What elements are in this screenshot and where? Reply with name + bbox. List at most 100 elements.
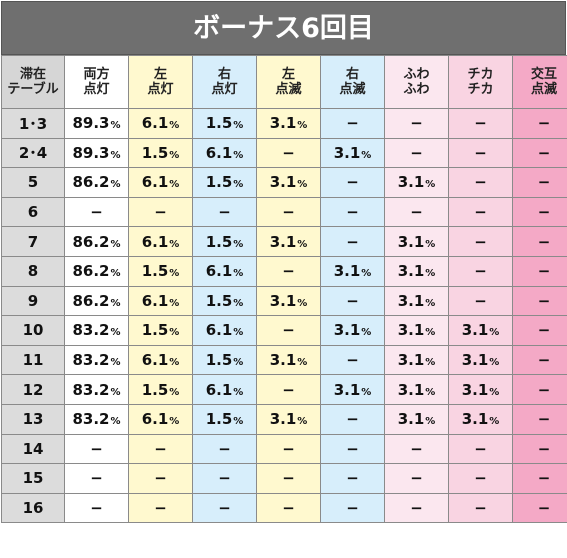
probability-cell: −: [256, 374, 321, 405]
dash-mark: −: [474, 114, 487, 133]
probability-cell: 3.1%: [384, 167, 449, 198]
column-header-line: 点滅: [530, 82, 557, 97]
probability-cell: 83.2%: [64, 315, 129, 346]
probability-cell: −: [448, 137, 513, 169]
probability-cell: 3.1%: [448, 344, 513, 376]
probability-value: 6.1: [141, 410, 169, 429]
probability-value: 3.1: [461, 321, 489, 340]
probability-cell: −: [128, 196, 193, 228]
table-row: 15 − − − − − − − −: [1, 463, 567, 494]
probability-cell: −: [384, 463, 449, 494]
probability-cell: 3.1%: [320, 137, 385, 169]
stay-table-cell: 15: [1, 463, 65, 494]
percent-sign: %: [169, 357, 180, 369]
dash-mark: −: [218, 499, 231, 518]
dash-mark: −: [282, 499, 295, 518]
probability-cell: −: [64, 463, 129, 494]
probability-cell: −: [192, 463, 257, 494]
probability-value: 3.1: [461, 351, 489, 370]
probability-cell: 3.1%: [384, 255, 449, 287]
dash-mark: −: [282, 143, 295, 162]
dash-mark: −: [90, 439, 103, 458]
probability-cell: −: [448, 255, 513, 287]
probability-value: 89.3: [72, 114, 110, 133]
column-header: 滞在 テーブル: [1, 55, 65, 109]
probability-cell: 3.1%: [384, 403, 449, 435]
percent-sign: %: [169, 386, 180, 398]
probability-cell: 3.1%: [320, 315, 385, 346]
table-row: 12 83.2% 1.5% 6.1% −3.1% 3.1% 3.1% −: [1, 374, 567, 405]
probability-cell: −: [128, 463, 193, 494]
probability-value: 3.1: [397, 321, 425, 340]
percent-sign: %: [233, 179, 244, 191]
dash-mark: −: [474, 173, 487, 192]
probability-cell: −: [256, 255, 321, 287]
percent-sign: %: [233, 238, 244, 250]
percent-sign: %: [169, 149, 180, 161]
percent-sign: %: [425, 268, 436, 280]
dash-mark: −: [537, 380, 551, 399]
probability-cell: −: [256, 137, 321, 169]
probability-value: 86.2: [72, 232, 110, 251]
probability-cell: 1.5%: [128, 374, 193, 405]
column-header-line: 両方: [83, 67, 110, 82]
probability-cell: 86.2%: [64, 167, 129, 198]
stay-table-cell: 5: [1, 167, 65, 198]
column-header-line: 左: [153, 67, 167, 82]
column-header: 交互 点滅: [512, 55, 567, 109]
probability-value: 3.1: [333, 262, 361, 281]
percent-sign: %: [361, 149, 372, 161]
probability-value: 1.5: [205, 173, 233, 192]
column-header: 左点滅: [256, 55, 321, 109]
probability-value: 6.1: [205, 262, 233, 281]
dash-mark: −: [90, 469, 103, 488]
column-header-line: 右: [345, 67, 359, 82]
probability-cell: −: [320, 226, 385, 257]
percent-sign: %: [297, 238, 308, 250]
probability-cell: −: [512, 374, 567, 405]
percent-sign: %: [361, 327, 372, 339]
probability-value: 1.5: [205, 291, 233, 310]
probability-value: 3.1: [269, 291, 297, 310]
probability-cell: 83.2%: [64, 403, 129, 435]
percent-sign: %: [169, 416, 180, 428]
percent-sign: %: [297, 416, 308, 428]
dash-mark: −: [410, 499, 423, 518]
column-header-line: 滞在: [19, 67, 46, 82]
probability-cell: 6.1%: [128, 108, 193, 139]
probability-cell: −: [192, 196, 257, 228]
column-header-line: 右: [217, 67, 231, 82]
probability-cell: 1.5%: [128, 255, 193, 287]
probability-cell: −: [512, 196, 567, 228]
percent-sign: %: [425, 327, 436, 339]
probability-cell: −: [320, 492, 385, 524]
probability-cell: 1.5%: [128, 315, 193, 346]
probability-value: 1.5: [205, 351, 233, 370]
probability-cell: −: [320, 167, 385, 198]
column-header-line: 点滅: [275, 82, 302, 97]
probability-cell: 3.1%: [320, 374, 385, 405]
percent-sign: %: [110, 179, 121, 191]
dash-mark: −: [346, 291, 359, 310]
probability-cell: 3.1%: [384, 226, 449, 257]
probability-value: 6.1: [205, 321, 233, 340]
column-header-line: ふわ: [403, 67, 430, 82]
probability-cell: −: [320, 433, 385, 465]
probability-value: 3.1: [397, 351, 425, 370]
probability-value: 86.2: [72, 291, 110, 310]
probability-cell: −: [256, 315, 321, 346]
probability-cell: −: [320, 463, 385, 494]
dash-mark: −: [410, 439, 423, 458]
percent-sign: %: [110, 297, 121, 309]
probability-cell: −: [512, 167, 567, 198]
probability-value: 3.1: [333, 380, 361, 399]
probability-value: 3.1: [397, 232, 425, 251]
stay-table-cell: 7: [1, 226, 65, 257]
dash-mark: −: [90, 499, 103, 518]
probability-value: 86.2: [72, 173, 110, 192]
column-header-line: チカ: [467, 82, 494, 97]
probability-cell: 3.1%: [320, 255, 385, 287]
dash-mark: −: [282, 380, 295, 399]
table-row: 2･4 89.3% 1.5% 6.1% −3.1% − − −: [1, 137, 567, 169]
column-header: ふわ ふわ: [384, 55, 449, 109]
